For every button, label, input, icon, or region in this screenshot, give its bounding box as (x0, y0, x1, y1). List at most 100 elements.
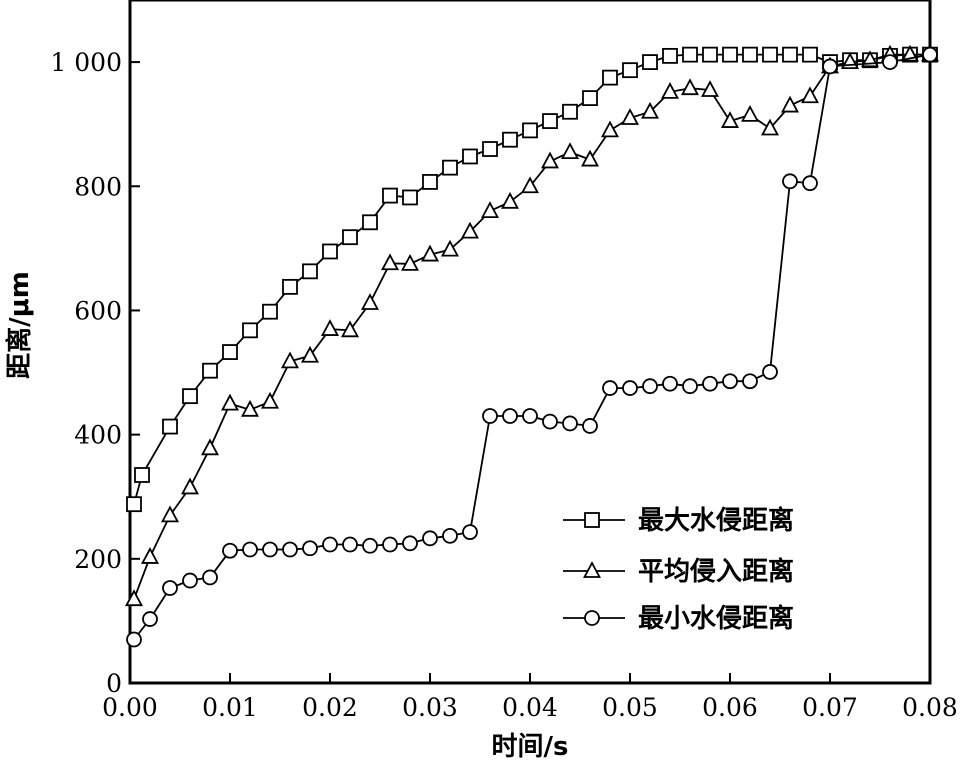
data-point (780, 95, 800, 113)
data-point (580, 149, 600, 167)
data-point (502, 408, 518, 424)
y-tick-label: 600 (74, 296, 122, 325)
legend-item: 最小水侵距离 (563, 603, 794, 634)
data-point (622, 380, 638, 396)
data-point (642, 378, 658, 395)
data-point (322, 243, 338, 260)
data-point (620, 108, 640, 125)
data-point (462, 524, 478, 541)
legend-marker (584, 610, 600, 626)
data-point (782, 173, 798, 190)
y-axis: 0 200 400 600 800 1 000 (50, 48, 140, 698)
data-point (320, 319, 340, 336)
data-point (562, 415, 578, 432)
series-square (126, 46, 938, 513)
data-point (400, 253, 420, 271)
data-point (682, 46, 698, 63)
data-point (262, 541, 278, 558)
data-point (222, 344, 238, 360)
data-point (742, 373, 758, 390)
data-point (262, 303, 278, 320)
data-point (124, 589, 144, 607)
y-axis-title: 距离/μm (4, 271, 35, 379)
data-point (162, 418, 178, 435)
legend-marker (582, 561, 602, 578)
data-point (242, 541, 258, 558)
data-point (762, 364, 778, 380)
data-point (280, 351, 300, 369)
y-tick-label: 400 (74, 421, 122, 450)
data-point (380, 253, 400, 271)
data-point (802, 175, 818, 192)
y-tick-label: 200 (74, 545, 122, 574)
data-point (260, 391, 280, 409)
x-tick-label: 0.05 (602, 693, 658, 722)
series-layer (124, 44, 940, 648)
data-point (582, 418, 598, 434)
data-point (602, 380, 618, 396)
data-point (722, 46, 738, 63)
data-point (220, 393, 240, 411)
data-point (522, 408, 538, 424)
data-point (442, 159, 458, 176)
data-point (762, 46, 778, 63)
data-point (160, 505, 180, 523)
data-point (802, 46, 818, 63)
data-point (522, 122, 538, 139)
data-point (682, 378, 698, 395)
data-point (420, 244, 440, 262)
y-tick-label: 1 000 (50, 48, 122, 77)
data-point (142, 611, 158, 627)
data-point (882, 54, 898, 70)
data-point (302, 540, 318, 557)
data-point (202, 569, 218, 586)
data-point (442, 527, 458, 544)
legend-marker (584, 512, 600, 528)
data-point (362, 537, 378, 554)
data-point (740, 104, 760, 122)
data-point (562, 103, 578, 120)
data-point (460, 221, 480, 239)
data-point (822, 58, 838, 75)
data-point (342, 229, 358, 246)
x-tick-label: 0.00 (102, 693, 158, 722)
data-point (342, 536, 358, 553)
data-point (742, 46, 758, 63)
series-circle (126, 46, 938, 648)
data-point (302, 263, 318, 280)
data-point (700, 80, 720, 97)
data-point (542, 413, 558, 430)
data-point (480, 201, 500, 219)
data-point (182, 572, 198, 589)
data-point (600, 120, 620, 138)
data-point (642, 54, 658, 70)
data-point (520, 176, 540, 194)
data-point (180, 477, 200, 495)
data-point (422, 174, 438, 190)
data-point (502, 131, 518, 148)
legend-label: 最大水侵距离 (638, 505, 794, 536)
data-point (162, 580, 178, 596)
data-point (720, 111, 740, 128)
data-point (702, 46, 718, 63)
data-point (542, 113, 558, 129)
data-point (680, 78, 700, 96)
data-point (140, 547, 160, 564)
data-point (462, 148, 478, 165)
data-point (126, 631, 142, 648)
y-tick-label: 0 (106, 669, 122, 698)
y-tick-label: 800 (74, 172, 122, 201)
data-point (282, 278, 298, 295)
data-point (582, 90, 598, 107)
data-point (482, 408, 498, 424)
x-axis-title: 时间/s (492, 732, 569, 762)
x-tick-label: 0.08 (902, 693, 958, 722)
data-point (760, 118, 780, 136)
legend-item: 平均侵入距离 (563, 556, 794, 587)
data-point (340, 320, 360, 338)
data-point (722, 373, 738, 390)
x-tick-label: 0.02 (302, 693, 358, 722)
data-point (222, 542, 238, 559)
data-point (402, 189, 418, 206)
